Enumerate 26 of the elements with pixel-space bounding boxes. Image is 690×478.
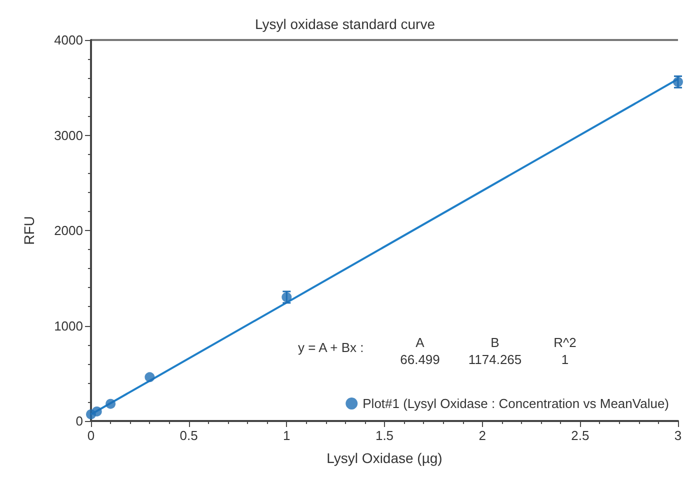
x-tick-label: 1.5 [375,428,394,443]
x-tick-label: 0.5 [180,428,198,443]
y-tick-label: 3000 [54,128,83,143]
x-tick-label: 0 [87,428,95,443]
y-tick-label: 0 [76,414,83,428]
chart-title: Lysyl oxidase standard curve [254,16,436,32]
annotation: 1 [561,352,569,367]
x-tick-label: 2 [478,428,486,443]
point [106,398,116,409]
x-tick-label: 3 [674,428,682,443]
x-tick-label: 1 [283,428,290,443]
y-tick-label: 1000 [54,318,83,334]
annotation: y = A + Bx : [298,340,364,355]
annotation: A [416,335,425,350]
y-tick-label: 4000 [54,32,83,48]
x-tick-label: 2.5 [571,428,590,443]
point [92,406,102,416]
annotation: 1174.265 [468,352,522,367]
annotation: B [490,335,500,350]
annotation: 66.499 [400,352,440,367]
annotation: R^2 [554,335,576,350]
y-tick-label: 2000 [54,223,83,238]
legend-label: Plot#1 (Lysyl Oxidase : Concentration vs MeanValue) [362,396,670,411]
point [144,372,155,382]
x-axis-title: Lysyl Oxidase (µg) [326,450,442,466]
y-axis-title: RFU [21,216,37,245]
